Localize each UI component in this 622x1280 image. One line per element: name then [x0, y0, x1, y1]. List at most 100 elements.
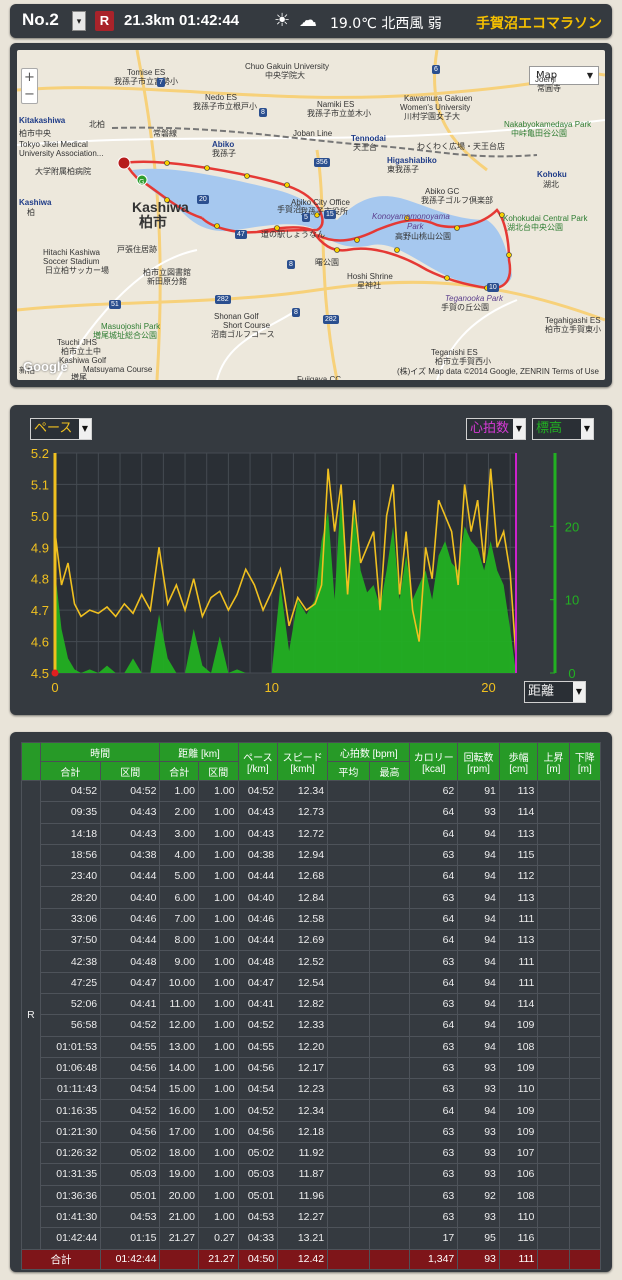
run-select-button[interactable]: ▾ [72, 11, 86, 31]
map-label: 我孫子ゴルフ倶楽部 [421, 196, 493, 205]
table-cell: 04:44 [100, 865, 161, 888]
chevron-down-icon: ▼ [586, 71, 593, 80]
pace-elevation-chart[interactable]: 5.2 5.1 5.0 4.9 4.8 4.7 4.6 4.5 20 10 0 0 10 20 [10, 405, 612, 715]
table-cell: 04:55 [100, 1035, 161, 1058]
table-cell [368, 779, 411, 803]
header-heart-rate: 心拍数 [bpm] [327, 742, 411, 762]
table-cell: 113 [498, 779, 539, 803]
table-cell: 04:44 [237, 865, 279, 888]
table-cell: 94 [457, 971, 500, 994]
header-pace: ペース [/km] [237, 742, 279, 781]
table-row[interactable]: 42:38 04:48 9.00 1.00 04:48 12.52 63 94 111 [22, 950, 602, 973]
table-row[interactable]: 37:50 04:44 8.00 1.00 04:44 12.69 64 94 113 [22, 929, 602, 952]
table-row[interactable]: 01:26:32 05:02 18.00 1.00 05:02 11.92 63 93 107 [22, 1142, 602, 1165]
route-shield: 8 [287, 260, 295, 269]
map-label: University Association... [19, 149, 104, 158]
table-row[interactable]: 09:35 04:43 2.00 1.00 04:43 12.73 64 93 114 [22, 801, 602, 824]
table-cell [537, 1184, 570, 1207]
table-row[interactable]: 01:06:48 04:56 14.00 1.00 04:56 12.17 63 93 109 [22, 1056, 602, 1080]
table-row[interactable]: 18:56 04:38 4.00 1.00 04:38 12.94 63 94 115 [22, 843, 602, 867]
table-cell: 112 [498, 865, 539, 888]
table-cell [327, 929, 370, 952]
map-label: 湖北 [543, 180, 559, 189]
table-cell: 1.00 [197, 992, 239, 1016]
table-row[interactable]: 01:36:36 05:01 20.00 1.00 05:01 11.96 63 92 108 [22, 1184, 602, 1207]
table-cell: 64 [409, 971, 459, 994]
y-left-tick-label: 5.2 [31, 446, 49, 461]
route-map[interactable]: G + − Map ▼ Chuo Gakuin University 中央学院大 T… [17, 50, 605, 380]
y-left-tick-label: 4.5 [31, 666, 49, 681]
table-row[interactable]: 47:25 04:47 10.00 1.00 04:47 12.54 64 94 111 [22, 971, 602, 994]
table-cell: 93 [457, 1056, 500, 1080]
hr-axis-select[interactable]: 心拍数 ▼ [466, 418, 526, 440]
table-cell [368, 950, 411, 973]
table-row[interactable]: 33:06 04:46 7.00 1.00 04:46 12.58 64 94 111 [22, 907, 602, 931]
table-cell [327, 1163, 370, 1186]
table-cell: 04:43 [100, 822, 161, 845]
table-cell: 04:54 [237, 1078, 279, 1101]
table-row[interactable]: 56:58 04:52 12.00 1.00 04:52 12.33 64 94 109 [22, 1014, 602, 1037]
map-label: 高野山桃山公園 [395, 232, 451, 241]
table-cell: 04:56 [237, 1120, 279, 1144]
table-cell: 63 [409, 1056, 459, 1080]
header-distance: 距離 [km] [159, 742, 239, 762]
table-cell: 1.00 [197, 779, 239, 803]
table-cell [368, 1205, 411, 1229]
header-blank [21, 742, 41, 781]
table-cell: 05:01 [100, 1184, 161, 1207]
table-cell [537, 907, 570, 931]
table-cell: 04:38 [100, 843, 161, 867]
table-cell [537, 992, 570, 1016]
table-row[interactable]: 52:06 04:41 11.00 1.00 04:41 12.82 63 94 114 [22, 992, 602, 1016]
table-row[interactable]: R 04:52 04:52 1.00 1.00 04:52 12.34 62 91 113 [21, 779, 602, 1250]
table-cell: 18:56 [39, 843, 102, 867]
left-axis-select-label: ペース [34, 421, 73, 436]
table-cell [537, 1056, 570, 1080]
table-cell: 19.00 [159, 1163, 199, 1186]
map-label: Kashiwa [19, 198, 52, 207]
table-row[interactable]: 28:20 04:40 6.00 1.00 04:40 12.84 63 94 113 [22, 886, 602, 909]
table-row[interactable]: 14:18 04:43 3.00 1.00 04:43 12.72 64 94 113 [22, 822, 602, 845]
elevation-axis-select[interactable]: 標高 ▼ [532, 418, 594, 440]
header-time-total: 合計 [39, 761, 102, 781]
route-shield: 282 [215, 295, 231, 304]
table-row[interactable]: 01:42:44 01:15 21.27 0.27 04:33 13.21 17 95 116 [22, 1227, 602, 1250]
table-row[interactable]: 01:31:35 05:03 19.00 1.00 05:03 11.87 63 93 106 [22, 1163, 602, 1186]
zoom-in-button[interactable]: + [24, 70, 35, 85]
table-cell: 94 [457, 822, 500, 845]
map-label: Soccer Stadium [43, 257, 100, 266]
table-cell: 47:25 [39, 971, 102, 994]
table-cell: 110 [498, 1078, 539, 1101]
map-type-select[interactable]: Map ▼ [529, 66, 599, 85]
lap-table-panel: 時間 距離 [km] ペース [/km] スピード [kmh] 心拍数 [bpm] … [10, 732, 612, 1272]
map-label: Joenji [535, 75, 556, 84]
left-axis-select[interactable]: ペース ▼ [30, 418, 92, 440]
table-row[interactable]: 01:16:35 04:52 16.00 1.00 04:52 12.34 64 94 109 [22, 1099, 602, 1122]
zoom-out-button[interactable]: − [24, 87, 35, 102]
map-label: 新柏 [19, 366, 35, 375]
total-cell: 21.27 [197, 1248, 239, 1270]
map-label: Kashiwa Golf [59, 356, 107, 365]
table-cell: 16.00 [159, 1099, 199, 1122]
x-axis-select[interactable]: 距離 ▼ [524, 681, 586, 703]
table-cell: 1.00 [197, 929, 239, 952]
table-row[interactable]: 01:41:30 04:53 21.00 1.00 04:53 12.27 63 93 110 [22, 1205, 602, 1229]
map-label: Kohoku [537, 170, 567, 179]
zoom-control[interactable]: + − [21, 68, 38, 104]
table-row[interactable]: 23:40 04:44 5.00 1.00 04:44 12.68 64 94 112 [22, 865, 602, 888]
table-row[interactable]: 01:21:30 04:56 17.00 1.00 04:56 12.18 63 93 109 [22, 1120, 602, 1144]
route-shield: 8 [259, 108, 267, 117]
table-cell [568, 1035, 602, 1058]
table-cell: 12.23 [277, 1078, 329, 1101]
table-cell: 12.00 [159, 1014, 199, 1037]
table-cell: 21.00 [159, 1205, 199, 1229]
table-cell [568, 992, 602, 1016]
table-row[interactable]: 01:11:43 04:54 15.00 1.00 04:54 12.23 63 93 110 [22, 1078, 602, 1101]
total-row: 合計 01:42:44 21.27 04:50 12.42 1,347 93 111 [20, 1248, 602, 1270]
table-cell [327, 801, 370, 824]
map-label: 我孫子市立並木小 [307, 109, 371, 118]
table-cell [368, 1056, 411, 1080]
table-row[interactable]: 01:01:53 04:55 13.00 1.00 04:55 12.20 63 94 108 [22, 1035, 602, 1058]
table-cell: 04:40 [100, 886, 161, 909]
route-shield: 7 [157, 78, 165, 87]
